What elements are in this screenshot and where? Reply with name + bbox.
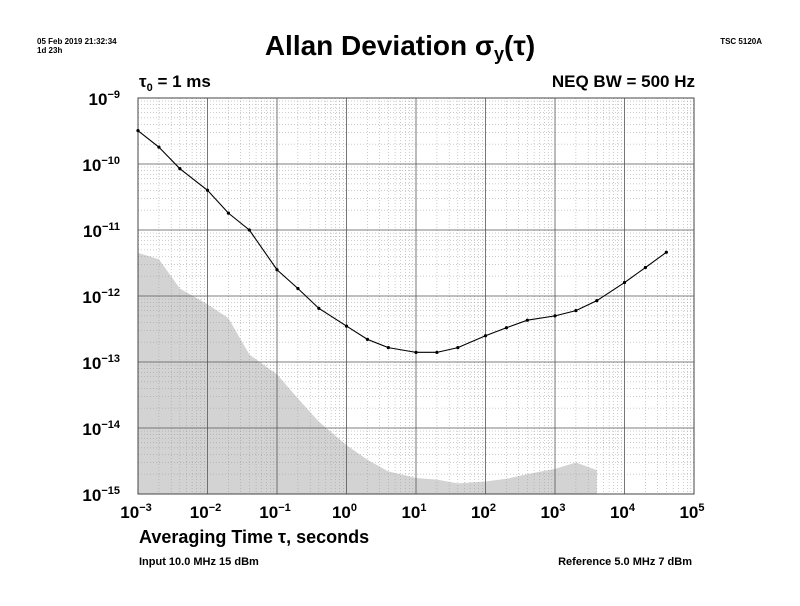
data-point — [483, 334, 488, 338]
timestamp-date: 05 Feb 2019 21:32:34 — [37, 37, 117, 46]
data-point — [386, 346, 390, 350]
y-tick-label: 10−13 — [82, 353, 120, 373]
data-point — [178, 167, 182, 171]
data-point — [136, 129, 140, 133]
data-point — [643, 265, 648, 270]
chart-title: Allan Deviation σy(τ) — [0, 30, 800, 65]
data-point — [365, 337, 370, 342]
data-point — [595, 299, 599, 303]
data-point — [664, 250, 668, 254]
data-point — [157, 145, 161, 149]
chart-title-tail: (τ) — [504, 30, 536, 61]
plot-frame — [137, 97, 695, 495]
data-point — [205, 188, 210, 192]
x-tick-label: 104 — [610, 502, 636, 522]
noise-floor-area — [138, 252, 597, 494]
input-info: Input 10.0 MHz 15 dBm — [139, 556, 259, 568]
data-point — [275, 268, 279, 272]
y-tick-label: 10−11 — [83, 221, 120, 241]
timestamp-elapsed: 1d 23h — [37, 46, 63, 55]
tick-label-layer: 10−3 10−2 10−1 100 101 102 103 104 105 10−9 10−10 1… — [82, 89, 704, 522]
x-tick-label: 10−2 — [190, 502, 221, 522]
noise-floor-layer — [138, 252, 597, 494]
y-tick-label: 10−9 — [89, 89, 120, 109]
y-tick-label: 10−10 — [82, 155, 120, 175]
data-point — [226, 211, 231, 215]
tau0-value: = 1 ms — [152, 72, 211, 91]
instrument-model: TSC 5120A — [720, 37, 762, 46]
y-tick-label: 10−12 — [82, 287, 120, 307]
data-point — [525, 318, 529, 322]
data-point — [574, 309, 578, 313]
data-point — [553, 314, 557, 318]
data-point — [456, 346, 460, 350]
series-line — [137, 130, 667, 353]
data-point — [435, 350, 439, 354]
x-tick-label: 10−1 — [259, 502, 290, 522]
x-tick-label: 10−3 — [120, 502, 151, 522]
data-point — [317, 306, 321, 310]
x-axis-label: Averaging Time τ, seconds — [139, 527, 370, 547]
chart-title-subscript: y — [494, 44, 505, 64]
data-point — [504, 326, 509, 330]
x-tick-label: 102 — [471, 502, 496, 522]
y-tick-label: 10−15 — [82, 485, 120, 505]
data-point — [622, 280, 627, 285]
x-tick-label: 100 — [332, 502, 357, 522]
reference-info: Reference 5.0 MHz 7 dBm — [558, 556, 692, 568]
data-point — [296, 286, 300, 291]
x-tick-label: 101 — [401, 502, 426, 522]
tau0-symbol: τ — [139, 72, 147, 91]
y-tick-label: 10−14 — [82, 419, 120, 439]
x-tick-label: 105 — [679, 502, 704, 522]
data-point — [414, 350, 418, 354]
data-point — [247, 228, 251, 232]
series-layer — [136, 129, 668, 354]
tau0-subscript: 0 — [146, 82, 153, 94]
tau0-label: τ0 = 1 ms — [139, 72, 211, 94]
grid-layer — [137, 97, 695, 495]
timestamp: 05 Feb 2019 21:32:34 1d 23h — [37, 37, 117, 55]
chart-title-main: Allan Deviation σ — [264, 30, 495, 61]
x-tick-label: 103 — [540, 502, 565, 522]
data-point — [344, 324, 349, 328]
neq-bandwidth-label: NEQ BW = 500 Hz — [551, 72, 695, 91]
